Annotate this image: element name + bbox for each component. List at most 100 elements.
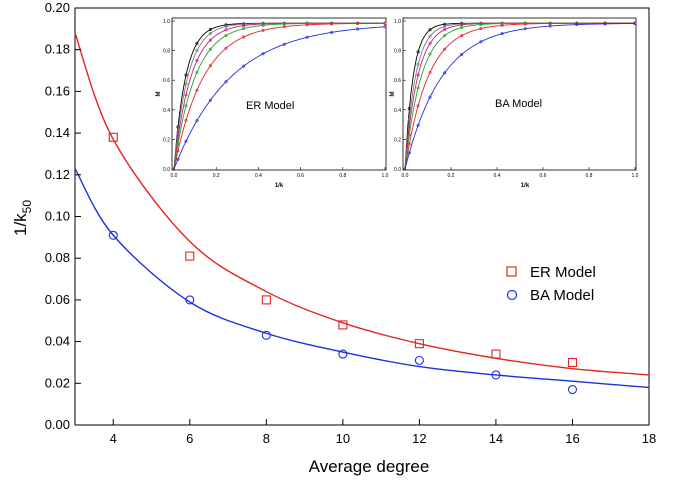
inset-curve-marker bbox=[184, 104, 188, 108]
inset-curve-marker bbox=[208, 64, 212, 68]
inset-curve-marker bbox=[407, 133, 411, 137]
inset-curve-marker bbox=[224, 25, 228, 29]
x-tick-label: 6 bbox=[186, 431, 193, 446]
inset-curve-marker bbox=[428, 41, 432, 45]
inset-curve-marker bbox=[407, 142, 411, 146]
inset-y-tick-label: 0.0 bbox=[163, 167, 170, 173]
y-tick-label: 0.16 bbox=[45, 83, 70, 98]
x-tick-label: 18 bbox=[642, 431, 656, 446]
x-tick-label: 10 bbox=[336, 431, 350, 446]
data-point-er bbox=[261, 295, 271, 305]
x-tick-label: 12 bbox=[412, 431, 426, 446]
data-point-ba bbox=[567, 385, 578, 395]
inset-curve-marker bbox=[523, 27, 527, 31]
data-point-ba bbox=[185, 295, 195, 305]
legend-label-er: ER Model bbox=[530, 264, 596, 281]
inset-curve-marker bbox=[282, 22, 286, 26]
inset-y-tick-label: 1.0 bbox=[163, 19, 170, 25]
y-axis-ticks: 0.00 0.02 0.04 0.06 0.08 0.10 0.12 0.14 0.16 0.18… bbox=[45, 0, 81, 432]
inset-curve-marker bbox=[261, 28, 265, 32]
inset-curve-marker bbox=[416, 62, 420, 66]
inset-x-tick-label: 0.8 bbox=[339, 173, 346, 179]
inset-curve-marker bbox=[500, 32, 504, 36]
inset-x-tick-label: 0.6 bbox=[540, 173, 547, 179]
inset-ba-ylabel: M bbox=[390, 92, 396, 97]
inset-curve-marker bbox=[176, 157, 180, 161]
inset-curve-marker bbox=[633, 22, 637, 26]
y-tick-label: 0.10 bbox=[45, 209, 70, 224]
inset-curve-marker bbox=[416, 123, 420, 127]
inset-ba-frame bbox=[402, 17, 637, 171]
fit-lines bbox=[74, 32, 650, 389]
inset-curve-marker bbox=[443, 34, 447, 38]
inset-curve-marker bbox=[208, 47, 212, 51]
legend-label-ba: BA Model bbox=[530, 287, 594, 304]
inset-y-tick-label: 0.2 bbox=[163, 137, 170, 143]
inset-curve-marker bbox=[428, 95, 432, 99]
inset-curve-marker bbox=[575, 23, 579, 27]
inset-curve-marker bbox=[224, 34, 228, 38]
inset-curve-marker bbox=[195, 49, 199, 53]
inset-curve-marker bbox=[479, 23, 483, 27]
inset-curve-marker bbox=[460, 34, 464, 38]
inset-curve-marker bbox=[428, 34, 432, 38]
inset-curve-marker bbox=[416, 86, 420, 90]
inset-x-tick-label: 1.0 bbox=[382, 173, 389, 179]
inset-x-tick-label: 0.8 bbox=[586, 173, 593, 179]
data-point-er bbox=[567, 357, 578, 368]
inset-ba-model: 0.0 0.2 0.4 0.6 0.8 1.0 0.0 0.2 0.4 0.6 0.8 1.0 BA … bbox=[390, 17, 639, 189]
inset-curve-marker bbox=[184, 93, 188, 97]
inset-ba-ticks: 0.0 0.2 0.4 0.6 0.8 1.0 0.0 0.2 0.4 0.6 0.8 1.0 bbox=[394, 19, 639, 179]
inset-x-tick-label: 0.4 bbox=[255, 173, 262, 179]
inset-curve-marker bbox=[195, 41, 199, 45]
inset-curve-marker bbox=[460, 26, 464, 30]
y-tick-label: 0.18 bbox=[45, 42, 70, 57]
y-tick-label: 0.12 bbox=[45, 167, 70, 182]
y-tick-label: 0.14 bbox=[45, 125, 70, 140]
inset-curve-marker bbox=[242, 64, 246, 68]
data-point-er bbox=[185, 251, 195, 261]
inset-curve-marker bbox=[224, 28, 228, 32]
inset-curve-marker bbox=[224, 46, 228, 50]
inset-curve-marker bbox=[261, 52, 265, 56]
inset-y-tick-label: 0.6 bbox=[163, 78, 170, 84]
y-tick-label: 0.08 bbox=[45, 250, 70, 265]
inset-y-tick-label: 0.6 bbox=[394, 78, 401, 84]
inset-curve-marker bbox=[416, 50, 420, 54]
inset-curve-marker bbox=[356, 22, 360, 26]
inset-x-tick-label: 0.2 bbox=[213, 173, 220, 179]
inset-curve-marker bbox=[176, 149, 180, 153]
y-tick-label: 0.06 bbox=[45, 292, 70, 307]
inset-curve-marker bbox=[305, 23, 309, 27]
y-axis-label: 1/k50 bbox=[11, 200, 34, 236]
inset-curve-marker bbox=[184, 139, 188, 143]
data-point-er bbox=[414, 339, 424, 349]
inset-er-ylabel: M bbox=[156, 92, 162, 97]
inset-er-title: ER Model bbox=[246, 100, 294, 112]
data-point-er bbox=[338, 320, 348, 330]
inset-curve-marker bbox=[305, 35, 309, 39]
inset-curve-marker bbox=[195, 70, 199, 74]
inset-curve-marker bbox=[330, 30, 334, 34]
inset-curve-marker bbox=[479, 40, 483, 44]
inset-curve-marker bbox=[443, 24, 447, 28]
inset-curve-marker bbox=[356, 27, 360, 31]
inset-er-ticks: 0.0 0.2 0.4 0.6 0.8 1.0 0.0 0.2 0.4 0.6 0.8 1.0 bbox=[163, 19, 389, 179]
inset-er-xlabel: 1/k bbox=[275, 183, 284, 189]
inset-curve-marker bbox=[443, 71, 447, 75]
inset-y-tick-label: 0.0 bbox=[394, 167, 401, 173]
inset-curve-marker bbox=[261, 23, 265, 27]
x-tick-label: 14 bbox=[489, 431, 503, 446]
data-point-ba bbox=[491, 370, 501, 380]
inset-x-tick-label: 0.4 bbox=[494, 173, 501, 179]
inset-curve-marker bbox=[428, 52, 432, 56]
inset-y-tick-label: 1.0 bbox=[394, 19, 401, 25]
x-tick-label: 8 bbox=[263, 431, 270, 446]
inset-curve bbox=[173, 26, 386, 170]
inset-curve-marker bbox=[407, 151, 411, 155]
inset-curve bbox=[404, 23, 636, 170]
inset-curve-marker bbox=[184, 118, 188, 122]
inset-ba-curves bbox=[404, 21, 637, 170]
data-point-ba bbox=[108, 230, 118, 240]
y-tick-label: 0.00 bbox=[45, 417, 70, 432]
